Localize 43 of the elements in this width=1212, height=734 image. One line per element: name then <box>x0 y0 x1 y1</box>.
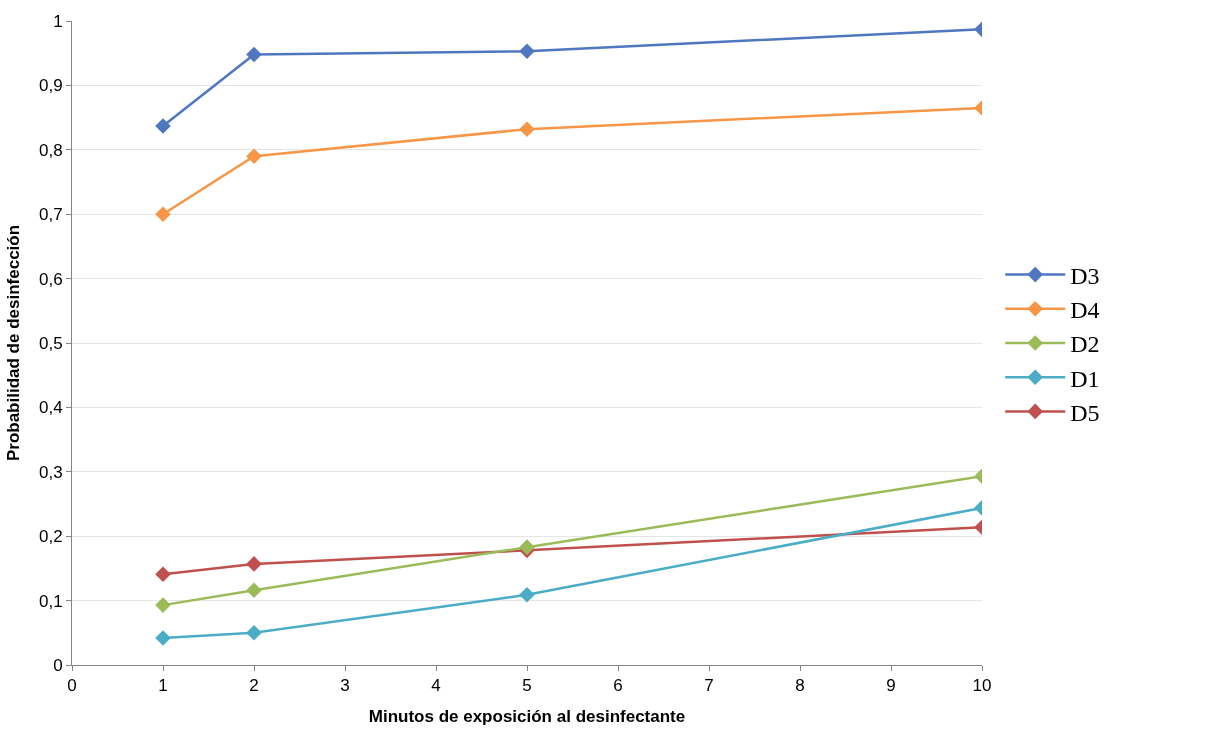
y-tick-label: 0,9 <box>38 76 63 96</box>
point <box>246 148 262 165</box>
point <box>155 630 171 646</box>
point <box>519 587 535 603</box>
x-tick-label: 3 <box>340 676 350 696</box>
y-tick-label: 0,1 <box>38 591 63 611</box>
point <box>155 566 171 582</box>
y-tick-label: 0,4 <box>38 398 63 418</box>
y-tick-label: 0,7 <box>38 205 63 225</box>
legend-label: D2 <box>1070 331 1100 358</box>
legend-label: D5 <box>1070 399 1100 426</box>
point <box>246 556 262 572</box>
x-tick-label: 8 <box>795 676 805 696</box>
y-tick-label: 0,8 <box>38 140 63 160</box>
point <box>246 582 262 599</box>
x-tick-label: 4 <box>431 676 441 696</box>
x-tick-label: 1 <box>158 676 168 696</box>
legend-label: D3 <box>1070 262 1100 289</box>
x-tick-label: 6 <box>613 676 623 696</box>
point <box>155 118 171 134</box>
y-tick-label: 1 <box>53 11 63 31</box>
y-tick-label: 0,6 <box>38 269 63 289</box>
x-axis-title: Minutos de exposición al desinfectante <box>368 706 686 726</box>
y-tick-label: 0,3 <box>38 462 63 482</box>
y-tick-label: 0,2 <box>38 527 63 547</box>
x-tick-label: 5 <box>522 676 532 696</box>
legend-label: D4 <box>1070 297 1100 324</box>
point <box>519 43 535 60</box>
point <box>155 206 171 222</box>
point <box>519 121 535 137</box>
x-tick-label: 7 <box>704 676 714 696</box>
point <box>246 625 262 641</box>
x-tick-label: 0 <box>67 676 77 696</box>
y-tick-label: 0,5 <box>38 333 63 353</box>
point <box>155 597 171 613</box>
x-tick-label: 2 <box>249 676 259 696</box>
legend-label: D1 <box>1070 365 1100 392</box>
point <box>246 46 262 63</box>
y-axis-title: Probabilidad de desinfección <box>3 224 23 462</box>
y-tick-label: 0 <box>53 655 63 675</box>
x-tick-label: 10 <box>972 676 992 696</box>
point <box>519 539 535 555</box>
x-tick-label: 9 <box>886 676 896 696</box>
